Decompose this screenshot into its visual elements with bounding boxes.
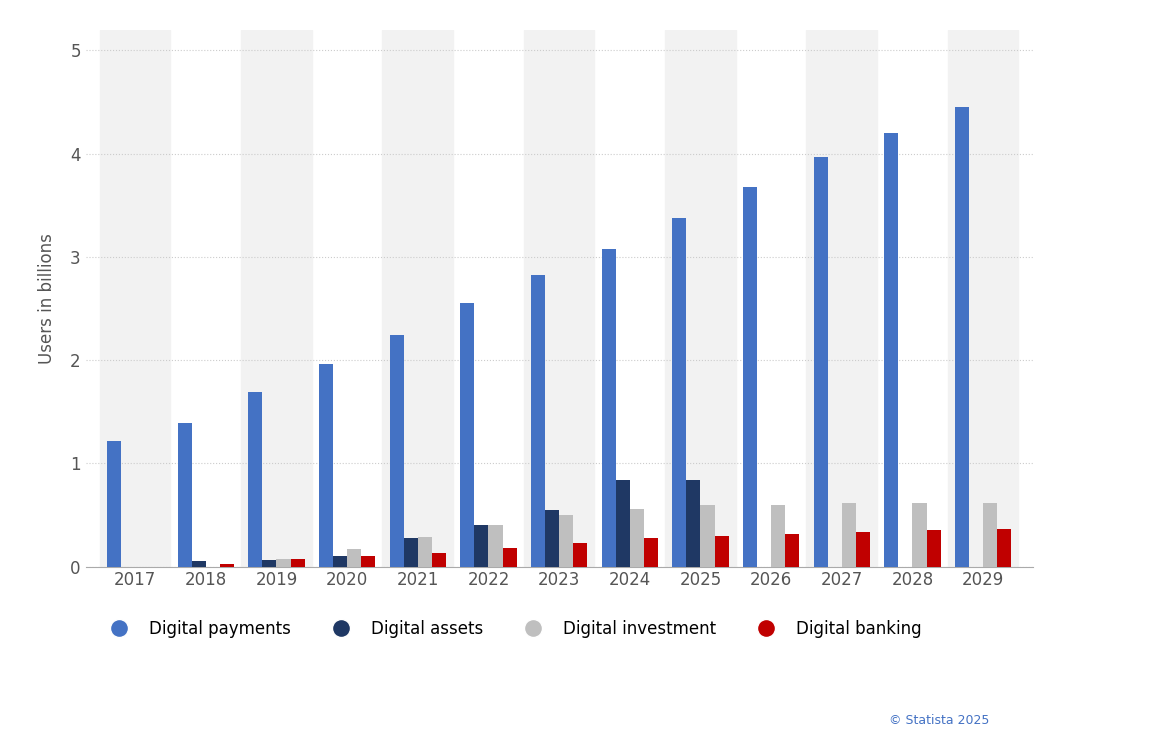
Bar [418, 537, 432, 567]
Bar [814, 156, 828, 567]
Bar [383, 30, 453, 567]
Bar [489, 525, 503, 567]
Bar [672, 218, 687, 567]
Bar [559, 515, 573, 567]
Bar [998, 529, 1012, 567]
Bar [347, 549, 361, 567]
Bar [701, 505, 715, 567]
Bar [220, 564, 234, 567]
Bar [545, 510, 559, 567]
Bar [807, 30, 878, 567]
Bar [248, 392, 262, 567]
Bar [319, 365, 333, 567]
Bar [262, 560, 277, 567]
Bar [743, 187, 757, 567]
Bar [531, 275, 545, 567]
Bar [178, 423, 192, 567]
Bar [616, 480, 630, 567]
Bar [100, 30, 170, 567]
Bar [192, 562, 206, 567]
Bar [913, 503, 927, 567]
Bar [644, 538, 658, 567]
Bar [954, 107, 968, 567]
Bar [333, 556, 347, 567]
Legend: Digital payments, Digital assets, Digital investment, Digital banking: Digital payments, Digital assets, Digita… [95, 613, 928, 644]
Bar [107, 441, 121, 567]
Bar [503, 548, 517, 567]
Bar [474, 525, 489, 567]
Bar [460, 303, 474, 567]
Bar [390, 335, 404, 567]
Bar [432, 554, 446, 567]
Bar [602, 249, 616, 567]
Bar [856, 531, 870, 567]
Bar [984, 503, 998, 567]
Text: © Statista 2025: © Statista 2025 [889, 714, 989, 727]
Bar [241, 30, 312, 567]
Bar [927, 531, 941, 567]
Bar [786, 534, 800, 567]
Bar [842, 503, 856, 567]
Bar [361, 556, 376, 567]
Bar [665, 30, 736, 567]
Bar [687, 480, 701, 567]
Bar [524, 30, 595, 567]
Y-axis label: Users in billions: Users in billions [38, 232, 56, 364]
Bar [885, 133, 899, 567]
Bar [630, 508, 644, 567]
Bar [771, 505, 786, 567]
Bar [947, 30, 1018, 567]
Bar [715, 536, 729, 567]
Bar [277, 559, 291, 567]
Bar [404, 538, 418, 567]
Bar [573, 543, 588, 567]
Bar [291, 559, 305, 567]
